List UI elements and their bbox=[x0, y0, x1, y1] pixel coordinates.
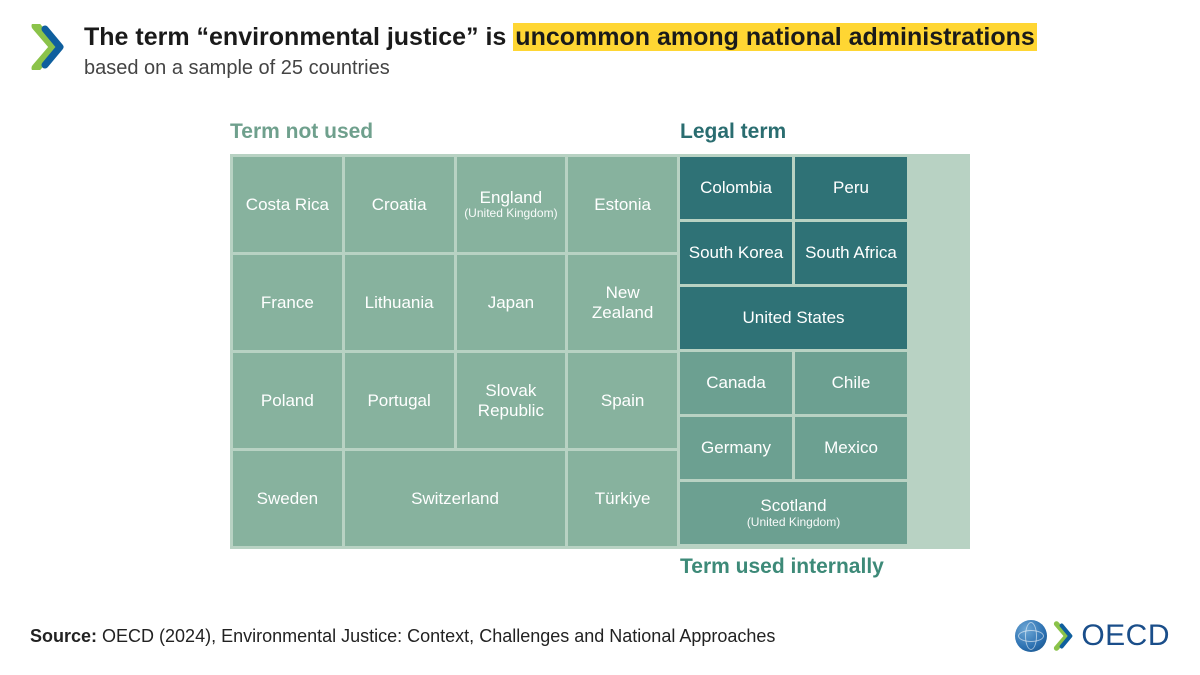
country-cell: Lithuania bbox=[345, 255, 454, 350]
country-cell: United States bbox=[680, 287, 907, 349]
page: The term “environmental justice” is unco… bbox=[0, 0, 1200, 675]
title-pre: The term “environmental justice” is bbox=[84, 23, 513, 51]
country-cell: Germany bbox=[680, 417, 792, 479]
country-cell: Sweden bbox=[233, 451, 342, 546]
source-line: Source: OECD (2024), Environmental Justi… bbox=[30, 626, 775, 647]
country-cell: Scotland(United Kingdom) bbox=[680, 482, 907, 544]
block-legal: ColombiaPeruSouth KoreaSouth AfricaUnite… bbox=[680, 157, 907, 349]
country-cell: Croatia bbox=[345, 157, 454, 252]
country-cell: South Korea bbox=[680, 222, 792, 284]
country-cell: South Africa bbox=[795, 222, 907, 284]
page-subtitle: based on a sample of 25 countries bbox=[84, 57, 1170, 80]
country-cell: Mexico bbox=[795, 417, 907, 479]
country-cell: Costa Rica bbox=[233, 157, 342, 252]
oecd-chevron-icon bbox=[1053, 621, 1075, 651]
oecd-logo-text: OECD bbox=[1081, 619, 1170, 653]
block-internal: CanadaChileGermanyMexicoScotland(United … bbox=[680, 352, 907, 544]
treemap-chart: Term not used Legal term Costa RicaCroat… bbox=[230, 120, 970, 549]
country-cell: England(United Kingdom) bbox=[457, 157, 566, 252]
country-cell: Canada bbox=[680, 352, 792, 414]
oecd-logo: OECD bbox=[1015, 619, 1170, 653]
country-cell: Türkiye bbox=[568, 451, 677, 546]
country-cell: Poland bbox=[233, 353, 342, 448]
country-cell: Peru bbox=[795, 157, 907, 219]
country-cell: Japan bbox=[457, 255, 566, 350]
title-block: The term “environmental justice” is unco… bbox=[84, 22, 1170, 80]
label-not-used: Term not used bbox=[230, 120, 373, 144]
country-cell: Estonia bbox=[568, 157, 677, 252]
country-cell: Portugal bbox=[345, 353, 454, 448]
label-internal: Term used internally bbox=[680, 555, 884, 579]
country-cell: Switzerland bbox=[345, 451, 566, 546]
treemap-blocks: Costa RicaCroatiaEngland(United Kingdom)… bbox=[230, 154, 970, 549]
country-cell: Chile bbox=[795, 352, 907, 414]
country-cell: France bbox=[233, 255, 342, 350]
title-highlight: uncommon among national administrations bbox=[513, 23, 1036, 51]
country-cell: Spain bbox=[568, 353, 677, 448]
page-title: The term “environmental justice” is unco… bbox=[84, 22, 1170, 53]
source-text: OECD (2024), Environmental Justice: Cont… bbox=[97, 626, 775, 646]
oecd-chevron-icon bbox=[30, 24, 68, 70]
country-cell: Colombia bbox=[680, 157, 792, 219]
footer: Source: OECD (2024), Environmental Justi… bbox=[30, 619, 1170, 653]
label-legal: Legal term bbox=[680, 120, 786, 144]
globe-icon bbox=[1015, 620, 1047, 652]
country-cell: Slovak Republic bbox=[457, 353, 566, 448]
header: The term “environmental justice” is unco… bbox=[30, 22, 1170, 80]
block-right: ColombiaPeruSouth KoreaSouth AfricaUnite… bbox=[680, 154, 910, 547]
block-not-used: Costa RicaCroatiaEngland(United Kingdom)… bbox=[230, 154, 680, 549]
source-label: Source: bbox=[30, 626, 97, 646]
country-cell: New Zealand bbox=[568, 255, 677, 350]
column-labels: Term not used Legal term bbox=[230, 120, 970, 154]
